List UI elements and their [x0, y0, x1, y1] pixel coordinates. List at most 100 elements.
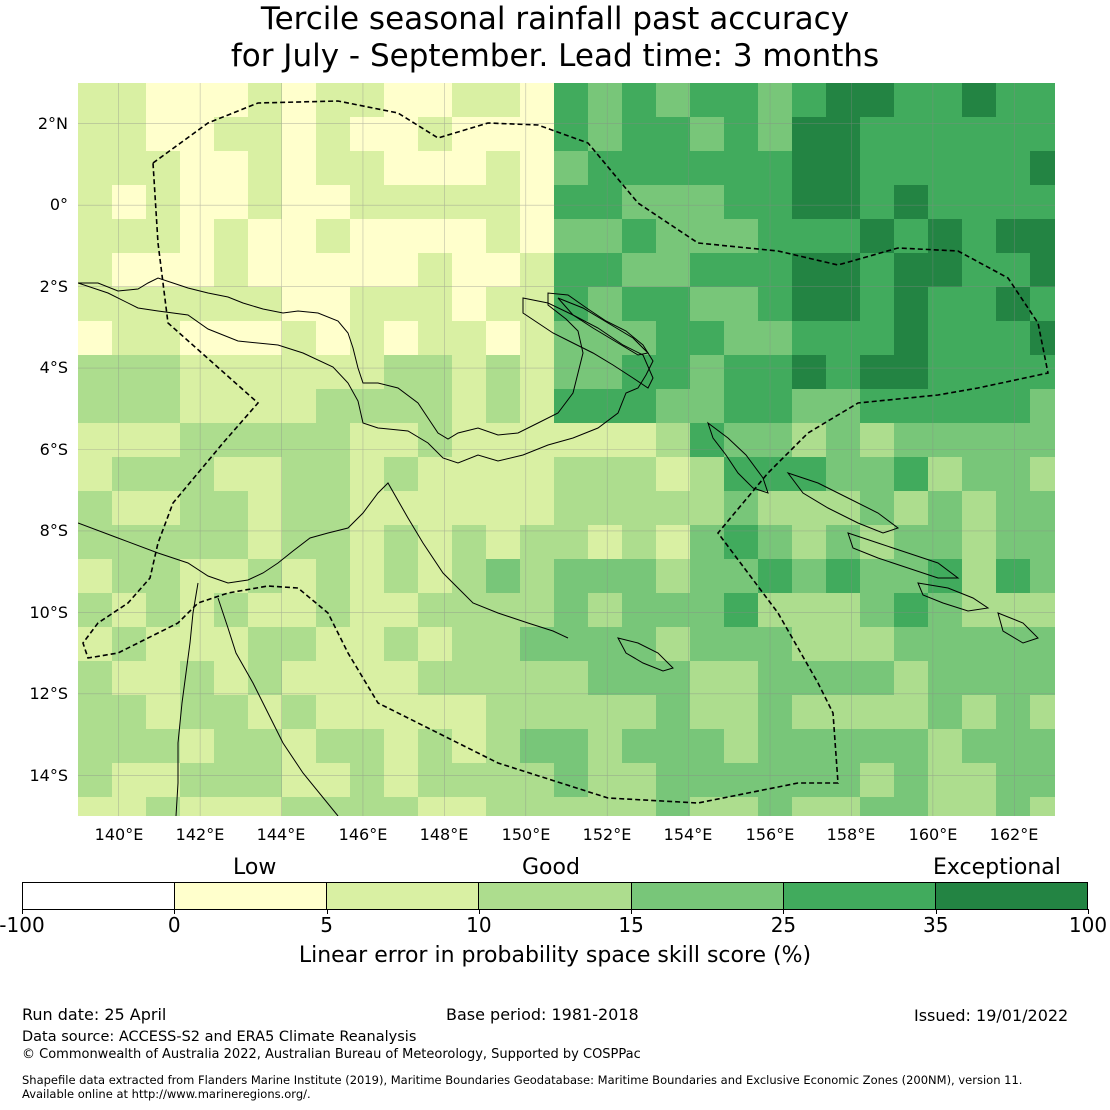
skill-score-cell [418, 355, 453, 390]
skill-score-cell [1030, 559, 1055, 594]
skill-score-cell [656, 763, 691, 798]
skill-score-cell [520, 763, 555, 798]
skill-score-cell [758, 83, 793, 118]
skill-score-cell [928, 253, 963, 288]
skill-score-cell [350, 593, 385, 628]
skill-score-cell [588, 661, 623, 696]
skill-score-cell [656, 559, 691, 594]
skill-score-cell [214, 627, 249, 662]
skill-score-cell [554, 321, 589, 356]
skill-score-cell [656, 389, 691, 424]
skill-score-cell [690, 355, 725, 390]
skill-score-cell [520, 287, 555, 322]
skill-score-cell [622, 389, 657, 424]
skill-score-cell [1030, 117, 1055, 152]
skill-score-cell [928, 151, 963, 186]
skill-score-cell [860, 763, 895, 798]
skill-score-cell [78, 661, 113, 696]
skill-score-cell [78, 491, 113, 526]
skill-score-cell [486, 695, 521, 730]
skill-score-cell [112, 661, 147, 696]
skill-score-cell [248, 593, 283, 628]
skill-score-cell [588, 695, 623, 730]
skill-score-cell [112, 457, 147, 492]
colorbar-tick-label: 5 [320, 913, 333, 937]
skill-score-cell [860, 389, 895, 424]
skill-score-cell [282, 389, 317, 424]
skill-score-cell [826, 763, 861, 798]
skill-score-cell [180, 219, 215, 254]
skill-score-cell [860, 627, 895, 662]
skill-score-cell [486, 389, 521, 424]
skill-score-cell [622, 219, 657, 254]
skill-score-cell [588, 219, 623, 254]
skill-score-cell [486, 729, 521, 764]
skill-score-cell [146, 797, 181, 816]
skill-score-cell [248, 797, 283, 816]
skill-score-cell [554, 525, 589, 560]
skill-score-cell [112, 185, 147, 220]
skill-score-cell [758, 423, 793, 458]
skill-score-cell [860, 491, 895, 526]
skill-score-cell [792, 661, 827, 696]
skill-score-cell [758, 797, 793, 816]
skill-score-cell [316, 389, 351, 424]
skill-score-cell [554, 491, 589, 526]
skill-score-cell [180, 797, 215, 816]
skill-score-cell [248, 389, 283, 424]
copyright-notice: © Commonwealth of Australia 2022, Austra… [22, 1047, 641, 1062]
skill-score-cell [78, 763, 113, 798]
solomon-islands-coastline-3 [917, 582, 990, 612]
skill-score-cell [146, 695, 181, 730]
skill-score-cell [452, 151, 487, 186]
skill-score-cell [792, 729, 827, 764]
skill-score-cell [316, 423, 351, 458]
skill-score-cell [724, 219, 759, 254]
skill-score-cell [180, 355, 215, 390]
skill-score-cell [860, 185, 895, 220]
skill-score-cell [928, 423, 963, 458]
skill-score-cell [214, 423, 249, 458]
skill-score-cell [826, 729, 861, 764]
skill-score-cell [452, 321, 487, 356]
skill-score-cell [894, 219, 929, 254]
lon-label-156e: 156°E [745, 825, 795, 844]
skill-score-cell [928, 627, 963, 662]
map-title-line1: Tercile seasonal rainfall past accuracy [260, 1, 850, 37]
skill-score-cell [690, 185, 725, 220]
skill-score-cell [996, 219, 1031, 254]
skill-score-cell [724, 355, 759, 390]
skill-score-cell [282, 83, 317, 118]
skill-score-cell [996, 117, 1031, 152]
colorbar-tick-label: 10 [466, 913, 492, 937]
skill-score-cell [248, 321, 283, 356]
skill-score-cell [180, 83, 215, 118]
skill-score-cell [78, 151, 113, 186]
skill-score-cell [690, 797, 725, 816]
skill-score-cell [180, 729, 215, 764]
skill-score-cell [316, 729, 351, 764]
skill-score-cell [656, 457, 691, 492]
skill-score-cell [758, 729, 793, 764]
skill-score-cell [792, 525, 827, 560]
skill-score-cell [520, 219, 555, 254]
skill-score-cell [792, 389, 827, 424]
skill-score-cell [112, 253, 147, 288]
skill-score-cell [112, 219, 147, 254]
skill-score-cell [78, 83, 113, 118]
skill-score-cell [758, 661, 793, 696]
skill-score-cell [622, 83, 657, 118]
skill-score-cell [894, 83, 929, 118]
skill-score-cell [792, 219, 827, 254]
skill-score-cell [758, 321, 793, 356]
skill-score-cell [996, 695, 1031, 730]
skill-score-cell [350, 253, 385, 288]
skill-score-cell [860, 355, 895, 390]
skill-score-cell [996, 559, 1031, 594]
skill-score-cell [316, 695, 351, 730]
skill-score-cell [452, 763, 487, 798]
skill-score-cell [928, 729, 963, 764]
skill-score-cell [826, 423, 861, 458]
skill-score-cell [758, 559, 793, 594]
skill-score-cell [996, 491, 1031, 526]
